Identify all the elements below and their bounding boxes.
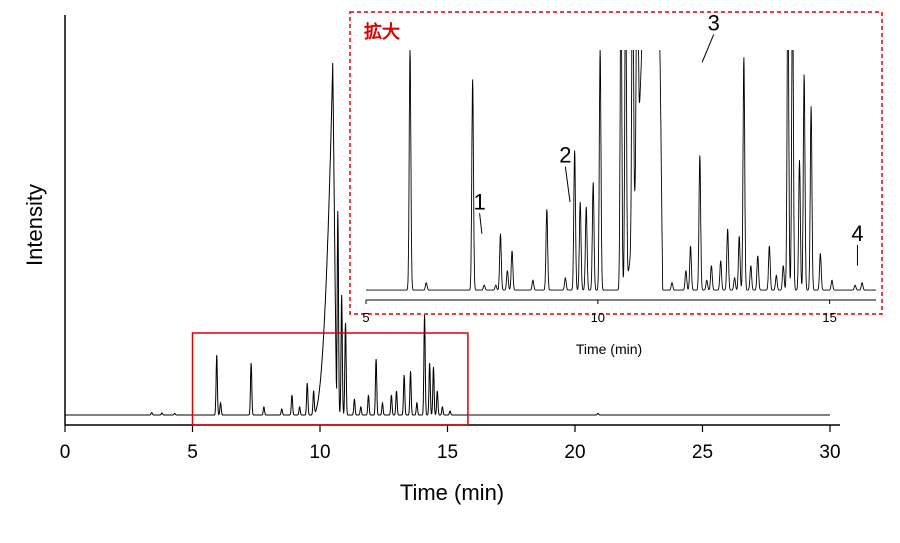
peak-2-leader	[564, 166, 571, 202]
zoom-region-box	[191, 332, 469, 426]
inset-x-axis-label: Time (min)	[576, 341, 642, 357]
main-x-tick-label: 20	[564, 442, 585, 463]
inset-x-ticks: 5 10 15	[362, 300, 837, 325]
peak-annotations: 1 2 3 4	[473, 10, 864, 266]
inset-x-tick-label: 10	[591, 310, 605, 325]
main-chart: 0 5 10 15 20 25 30 Time (min) Intensity	[22, 15, 841, 505]
peak-3-leader	[701, 34, 715, 63]
main-x-tick-label: 25	[692, 442, 713, 463]
inset-x-tick-label: 15	[822, 310, 836, 325]
peak-1-label: 1	[473, 189, 485, 214]
main-x-ticks: 0 5 10 15 20 25 30	[60, 425, 841, 463]
main-y-axis-label: Intensity	[22, 184, 47, 266]
peak-2-label: 2	[559, 143, 571, 168]
inset-x-tick-label: 5	[362, 310, 369, 325]
inset-chart: 拡大 5 10 15 1 2 3 4 Time (min)	[349, 10, 883, 357]
main-x-tick-label: 15	[437, 442, 458, 463]
main-x-tick-label: 10	[309, 442, 330, 463]
main-x-tick-label: 30	[819, 442, 840, 463]
main-x-tick-label: 0	[60, 442, 71, 463]
inset-chromatogram-trace	[366, 50, 876, 291]
peak-1-leader	[479, 213, 483, 234]
main-x-axis-label: Time (min)	[400, 480, 504, 505]
peak-4-label: 4	[851, 221, 863, 246]
main-x-tick-label: 5	[187, 442, 198, 463]
peak-3-label: 3	[708, 10, 720, 35]
inset-title: 拡大	[364, 21, 400, 42]
